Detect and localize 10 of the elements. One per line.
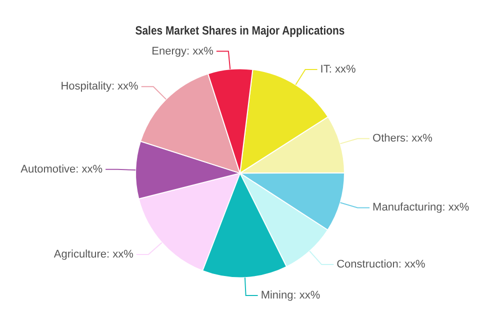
chart-title: Sales Market Shares in Major Applications: [135, 24, 345, 38]
slice-label: Hospitality: xx%: [60, 80, 139, 93]
slice-label: Others: xx%: [372, 132, 433, 145]
slice-label: Manufacturing: xx%: [372, 202, 470, 214]
slice-label: Mining: xx%: [260, 290, 320, 302]
slice-label: Construction: xx%: [336, 258, 426, 271]
slice-label: Agriculture: xx%: [54, 248, 134, 261]
slice-label: Energy: xx%: [152, 45, 214, 58]
slice-label: IT: xx%: [320, 64, 356, 76]
slice-label: Automotive: xx%: [20, 163, 103, 176]
